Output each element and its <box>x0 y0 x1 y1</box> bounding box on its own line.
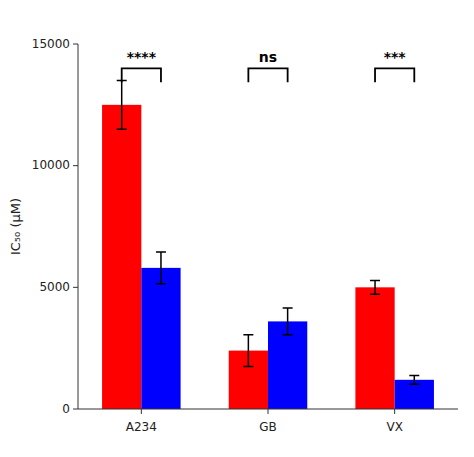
error-bar <box>156 252 166 284</box>
x-tick-label: VX <box>386 420 402 434</box>
significance-label: *** <box>384 49 407 65</box>
y-axis-label: IC₅₀ (μM) <box>8 198 23 255</box>
y-tick <box>73 165 78 166</box>
error-bar <box>117 81 127 130</box>
bar <box>102 105 141 409</box>
significance-label: ns <box>259 49 277 65</box>
y-tick <box>73 409 78 410</box>
bar <box>355 287 394 409</box>
x-tick-label: GB <box>259 420 277 434</box>
y-tick <box>73 44 78 45</box>
chart-container: 0 5000 10000 15000 A234 GB VX IC₅₀ (μM) **** ns **… <box>0 0 474 457</box>
y-tick-label: 15000 <box>32 37 70 51</box>
y-tick-label: 5000 <box>39 280 70 294</box>
significance-bracket <box>375 68 414 82</box>
y-axis <box>78 44 79 409</box>
x-tick <box>268 409 269 414</box>
y-tick <box>73 287 78 288</box>
error-bar <box>243 335 253 367</box>
y-tick-label: 10000 <box>32 158 70 172</box>
x-tick-label: A234 <box>126 420 157 434</box>
significance-bracket <box>248 68 287 82</box>
error-bar <box>370 281 380 295</box>
significance-label: **** <box>127 49 157 65</box>
x-tick <box>394 409 395 414</box>
plot-area <box>102 81 434 410</box>
significance-bracket <box>122 68 161 82</box>
error-bar <box>409 375 419 384</box>
bar <box>141 268 180 409</box>
y-tick-label: 0 <box>62 402 70 416</box>
error-bar <box>283 308 293 335</box>
x-tick <box>141 409 142 414</box>
chart: 0 5000 10000 15000 A234 GB VX IC₅₀ (μM) **** ns **… <box>0 0 474 457</box>
